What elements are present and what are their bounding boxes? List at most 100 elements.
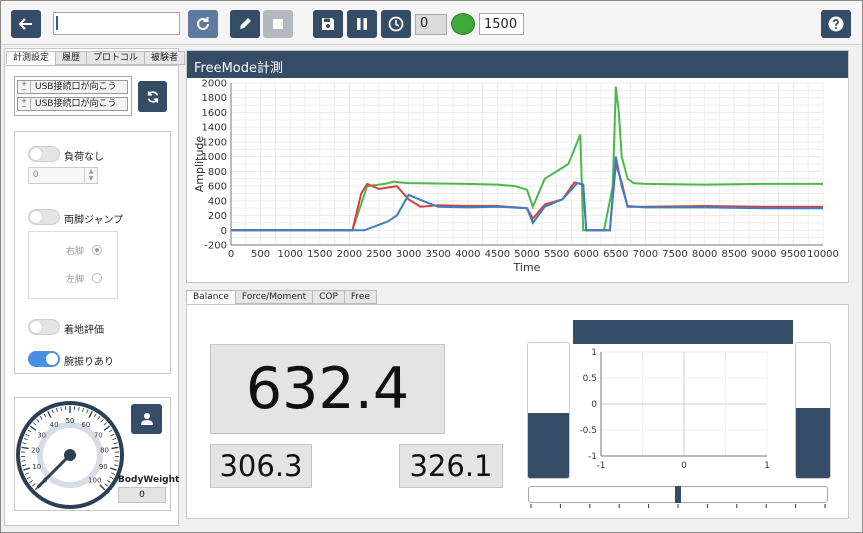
port-select-2[interactable]: + − USB接続口が向こう (17, 97, 128, 111)
amplitude-chart: 0 500 1000 1500 2000 2500 3000 3500 4000 4500 5000… (193, 79, 839, 275)
cop-x-tick: 0 (681, 461, 687, 471)
gauge-tick (110, 433, 115, 437)
x-tick-label: 1500 (307, 249, 332, 260)
threshold-input[interactable]: 1500 (479, 13, 524, 35)
x-tick-label: 9000 (751, 249, 776, 260)
bodyweight-value: 0 (118, 487, 166, 503)
gauge-hub (64, 449, 76, 461)
gauge-tick (21, 446, 29, 450)
x-tick-label: 3500 (425, 249, 450, 260)
tab-balance[interactable]: Balance (186, 290, 236, 304)
floppy-icon (322, 18, 334, 30)
landing-toggle[interactable] (28, 319, 60, 335)
gauge-tick (106, 479, 111, 483)
x-tick-label: 9500 (781, 249, 806, 260)
spin-icon[interactable]: + − (18, 98, 31, 111)
load-stepper[interactable]: ▲ ▼ (84, 168, 97, 183)
x-tick-label: 1000 (277, 249, 302, 260)
reconnect-button[interactable] (138, 81, 167, 112)
tab-measure-settings[interactable]: 計測設定 (6, 51, 57, 65)
edit-button[interactable] (230, 10, 260, 38)
tab-protocol[interactable]: プロトコル (86, 51, 146, 65)
x-tick-label: 6500 (603, 249, 628, 260)
refresh-button[interactable] (188, 10, 218, 38)
gauge-label: 80 (100, 447, 109, 455)
right-leg-radio[interactable] (92, 245, 102, 255)
clock-icon (388, 16, 404, 32)
cop-y-tick: -0.5 (579, 426, 597, 436)
cop-header (573, 320, 793, 344)
y-tick-label: 1000 (202, 152, 227, 163)
gauge-label: 30 (37, 431, 46, 439)
gauge-label: 50 (66, 417, 75, 425)
x-tick-label: 6000 (573, 249, 598, 260)
save-button[interactable] (313, 10, 343, 38)
text-cursor (56, 16, 58, 30)
gauge-label: 10 (32, 463, 41, 471)
gauge-tick (23, 438, 28, 441)
x-tick-label: 4000 (455, 249, 480, 260)
both-jump-toggle[interactable] (28, 209, 60, 225)
toolbar: 0 1500 (1, 1, 862, 45)
gauge-label: 20 (31, 447, 40, 455)
y-tick-label: 0 (221, 226, 227, 237)
gauge-tick (100, 419, 104, 423)
x-tick-label: 500 (251, 249, 270, 260)
gauge-needle (36, 453, 72, 489)
gauge-tick (104, 483, 109, 487)
gauge-tick (27, 429, 32, 433)
timer-button[interactable] (381, 10, 411, 38)
tab-history[interactable]: 履歴 (55, 51, 88, 65)
status-indicator (451, 13, 475, 35)
x-tick-label: 0 (228, 249, 234, 260)
gauge-tick (22, 442, 27, 445)
tab-subject[interactable]: 被験者 (144, 51, 186, 65)
balance-center-mark (677, 487, 679, 502)
port-select-1[interactable]: + − USB接続口が向こう (17, 80, 128, 94)
y-tick-label: 1200 (202, 137, 227, 148)
user-icon (140, 413, 153, 425)
gauge-tick (39, 416, 43, 420)
pause-icon (357, 18, 367, 30)
bodyweight-label: BodyWeight (118, 475, 180, 485)
text-input[interactable] (53, 12, 180, 35)
arrow-left-icon (19, 18, 32, 30)
gauge-label: 60 (81, 421, 90, 429)
user-button[interactable] (131, 404, 162, 434)
x-tick-label: 10000 (807, 249, 839, 260)
gauge-tick (113, 442, 118, 445)
x-tick-label: 8500 (721, 249, 746, 260)
spin-icon[interactable]: + − (18, 81, 31, 94)
back-button[interactable] (11, 10, 41, 38)
y-tick-label: -200 (204, 241, 227, 252)
gauge-tick (51, 409, 54, 414)
gauge-tick (112, 438, 117, 441)
tab-force-moment[interactable]: Force/Moment (234, 290, 314, 304)
left-leg-radio[interactable] (92, 273, 102, 283)
cop-chart: 1 0.5 0 -0.5 -1-1 0 1 (579, 348, 769, 471)
stop-button[interactable] (263, 10, 293, 38)
gauge-tick (109, 467, 117, 471)
arm-swing-toggle[interactable] (28, 351, 60, 367)
pause-button[interactable] (347, 10, 377, 38)
arm-swing-label: 腕振りあり (64, 357, 114, 368)
help-button[interactable] (821, 10, 851, 38)
gauge-tick (21, 460, 26, 462)
gauge-tick (55, 407, 58, 412)
right-load-fill (796, 407, 830, 478)
gauge-tick (22, 464, 27, 467)
x-axis-label: Time (513, 261, 541, 274)
x-tick-label: 7500 (662, 249, 687, 260)
weight-gauge: 0102030405060708090100 (16, 401, 124, 509)
load-value-input[interactable]: 0 (28, 167, 98, 184)
series-line-2 (231, 156, 823, 232)
tab-free[interactable]: Free (343, 290, 378, 304)
gauge-tick (111, 446, 119, 450)
gauge-tick (47, 411, 52, 418)
gauge-tick (103, 422, 108, 426)
no-load-toggle[interactable] (28, 146, 60, 162)
x-tick-label: 3000 (396, 249, 421, 260)
x-tick-label: 7000 (633, 249, 658, 260)
tab-cop[interactable]: COP (312, 290, 345, 304)
gauge-tick (29, 479, 34, 483)
